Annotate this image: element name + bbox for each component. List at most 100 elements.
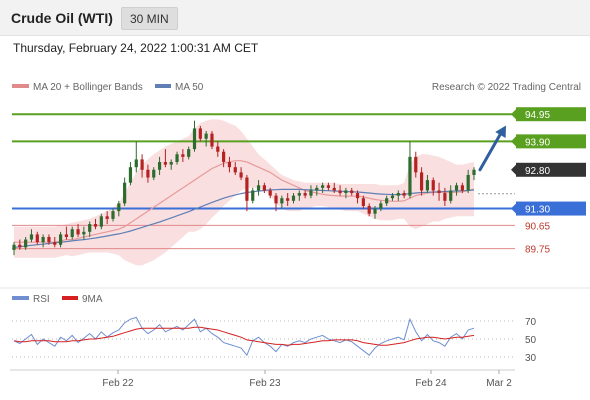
candle-body [390,195,395,199]
bollinger-bands [14,119,474,266]
candle-body [437,190,441,194]
candle [140,154,144,178]
candle [157,156,162,175]
candle-body [29,234,34,240]
candle-body [146,169,150,178]
candle [18,239,22,250]
candle-body [24,239,28,248]
candle-body [175,154,179,163]
candle-body [286,198,290,201]
candle-body [315,187,319,191]
rsi-ma-line [13,326,475,346]
candle [204,131,208,147]
price-tag-bg-92.80 [516,162,586,177]
projection-arrow-shaft [478,128,505,172]
candle [29,229,34,243]
candle [47,234,51,245]
candle [361,195,365,209]
candle-body [239,172,243,178]
candle-body [222,151,226,163]
price-tag-pointer-92.80 [511,164,516,175]
price-tag-label-94.95: 94.95 [525,110,550,121]
candle [350,187,354,196]
candle [163,149,167,168]
x-axis: Feb 22 Feb 23 Feb 24 Mar 2 [102,370,512,389]
candle [286,193,290,206]
candle [373,205,377,219]
rsi-legend-label: RSI [33,294,50,305]
candle-body [70,229,74,237]
price-tag-bg-91.30 [516,201,586,216]
candle [326,182,331,191]
candle [146,164,150,183]
candle-body [53,242,57,245]
candle-body [198,128,202,139]
candle [123,177,127,206]
candle-body [233,167,237,173]
candle-body [280,198,284,204]
price-tag-label-91.30: 91.30 [525,205,550,216]
candle [460,182,464,194]
candle [169,159,173,170]
instrument-title: Crude Oil (WTI) [11,10,113,26]
candle-body [35,234,39,243]
candle-body [169,162,173,165]
candle [367,203,371,217]
candle-body [379,203,383,209]
bollinger-band-area [14,119,474,266]
rsi-ma-legend-label: 9MA [82,294,103,305]
candle-body [123,182,127,204]
candle-body [373,208,377,214]
candle-body [361,198,365,206]
candle [402,190,406,199]
candle [338,185,342,196]
candle-body [58,234,63,245]
candle [466,169,470,194]
candle-body [321,185,325,188]
x-tick-label: Mar 2 [486,378,512,389]
rsi-tick-30: 30 [525,353,537,364]
price-tag-bg-94.95 [516,107,586,122]
candle-body [344,190,348,194]
candle-body [460,185,464,191]
candle [332,182,336,194]
header-bar: Crude Oil (WTI) 30 MIN [0,0,590,36]
x-tick-label: Feb 24 [415,378,447,389]
candle-body [216,146,220,152]
candle-body [134,159,138,168]
projection-arrow [478,125,506,172]
credit-label: Research © 2022 Trading Central [432,82,581,93]
candle [315,185,319,196]
candle [82,226,86,240]
candle-body [350,190,354,194]
candle [385,195,389,206]
timeframe-button[interactable]: 30 MIN [121,7,178,30]
candle-body [332,187,336,191]
candle-body [187,149,191,157]
projection-arrow-head [495,125,506,139]
candle [408,141,412,199]
candle [256,180,261,196]
candle-body [163,162,167,165]
candle-body [274,195,278,204]
candle-body [449,190,453,201]
level-label-90.65: 90.65 [525,221,550,232]
candle [321,182,325,194]
candle-body [93,224,98,227]
candle-body [210,133,214,147]
candle-body [443,193,447,201]
candle-body [181,154,185,157]
candle [111,208,115,222]
candle [128,162,133,186]
candle [35,231,39,245]
x-tick-label: Feb 22 [102,378,134,389]
candle [181,149,185,163]
candle-body [367,205,371,214]
candle-body [291,195,296,201]
candle [24,236,28,250]
candle-body [454,185,459,191]
candle-body [157,162,162,170]
candle-body [192,128,197,150]
candle [297,190,301,201]
